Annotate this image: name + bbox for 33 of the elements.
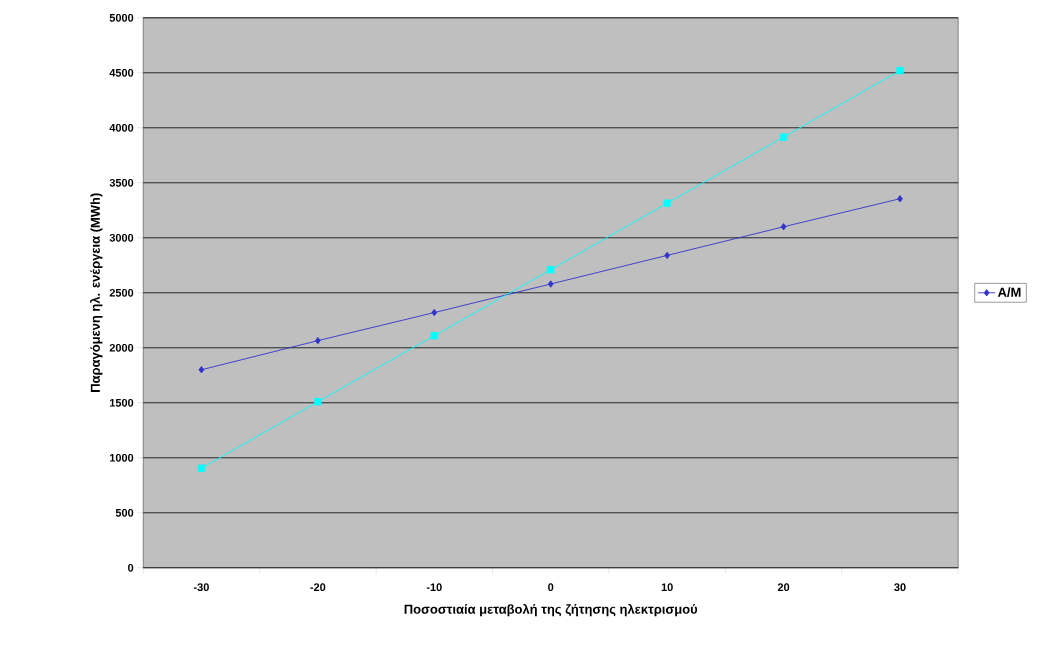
y-tick-label: 3500: [109, 178, 134, 187]
legend-label: A/M: [997, 287, 1021, 297]
y-tick-label: 2000: [109, 343, 134, 352]
point: [780, 223, 787, 231]
y-tick-label: 4500: [109, 68, 134, 77]
y-tick-label: 500: [115, 508, 134, 517]
y-tick-label: 2500: [109, 288, 134, 297]
y-axis-title: Παραγόμενη ηλ. ενέργεια (MWh): [90, 193, 103, 392]
x-axis-title: Ποσοστιαία μεταβολή της ζήτησης ηλεκτρισμού: [404, 603, 698, 617]
y-tick-label: 1500: [110, 398, 134, 407]
y-tick-label: 1000: [110, 453, 134, 462]
point: [197, 464, 206, 472]
x-tick-label: 30: [894, 583, 906, 592]
point: [431, 308, 438, 317]
point: [430, 332, 438, 340]
point: [896, 66, 904, 75]
point: [663, 199, 671, 207]
point: [547, 280, 554, 288]
y-tick-label: 5000: [109, 13, 134, 22]
x-tick-label: -30: [193, 583, 209, 592]
point: [198, 366, 205, 374]
point: [547, 266, 555, 274]
x-tick-label: -20: [310, 583, 326, 592]
y-tick-label: 3000: [109, 233, 134, 242]
x-tick-label: 10: [661, 583, 673, 592]
x-tick-label: 0: [548, 583, 554, 592]
x-tick-label: -10: [426, 583, 442, 592]
y-tick-label: 0: [128, 563, 134, 572]
point: [779, 133, 788, 141]
point: [897, 195, 903, 203]
x-tick-label: 20: [777, 583, 790, 592]
point: [314, 398, 322, 406]
y-tick-label: 4000: [109, 123, 134, 132]
